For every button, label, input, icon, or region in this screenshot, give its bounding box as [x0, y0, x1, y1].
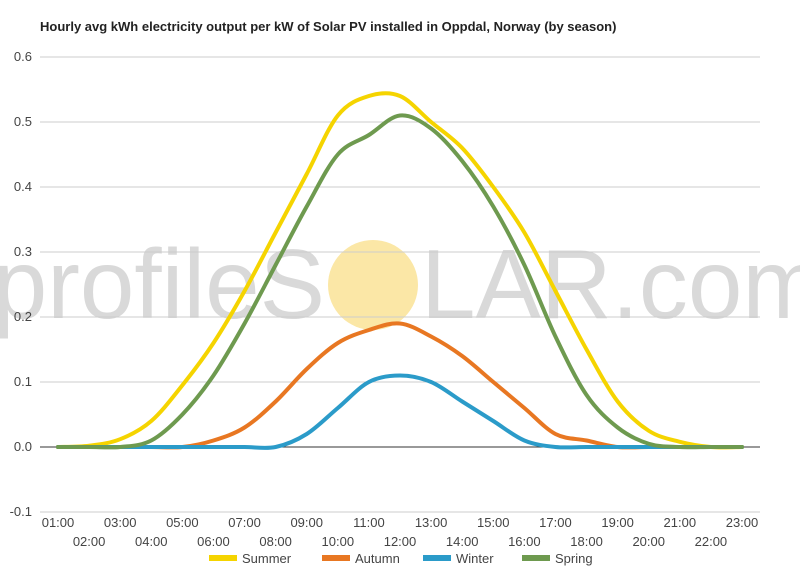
x-tick-label: 07:00	[228, 515, 261, 530]
legend-label: Autumn	[355, 551, 400, 566]
x-tick-label: 17:00	[539, 515, 572, 530]
legend-label: Winter	[456, 551, 494, 566]
watermark-text-right: LAR.com	[421, 229, 800, 339]
x-tick-label: 21:00	[664, 515, 697, 530]
x-tick-label: 06:00	[197, 534, 230, 549]
y-tick-label: 0.5	[14, 114, 32, 129]
series-lines	[56, 91, 744, 450]
legend-item-autumn[interactable]: Autumn	[322, 551, 400, 566]
y-tick-label: -0.1	[10, 504, 32, 519]
x-tick-label: 14:00	[446, 534, 479, 549]
series-line-winter	[56, 373, 744, 450]
watermark-text-left: profileS	[0, 229, 325, 339]
x-axis: 01:00 02:00 03:00 04:00 05:00 06:00 07:00 08:00…	[42, 515, 759, 549]
y-tick-label: 0.0	[14, 439, 32, 454]
y-tick-label: 0.6	[14, 49, 32, 64]
chart-title: Hourly avg kWh electricity output per kW…	[40, 19, 617, 34]
x-tick-label: 22:00	[695, 534, 728, 549]
legend-label: Spring	[555, 551, 593, 566]
series-line-autumn	[56, 321, 744, 450]
x-tick-label: 12:00	[384, 534, 417, 549]
y-tick-label: 0.3	[14, 244, 32, 259]
legend-item-spring[interactable]: Spring	[522, 551, 593, 566]
legend-swatch	[423, 555, 451, 561]
watermark-sun-icon	[328, 240, 418, 330]
x-tick-label: 03:00	[104, 515, 137, 530]
x-tick-label: 16:00	[508, 534, 541, 549]
watermark: profileS LAR.com	[0, 229, 800, 339]
x-tick-label: 19:00	[601, 515, 634, 530]
legend-swatch	[522, 555, 550, 561]
legend-item-winter[interactable]: Winter	[423, 551, 494, 566]
x-tick-label: 23:00	[726, 515, 759, 530]
y-axis: -0.1 0.0 0.1 0.2 0.3 0.4 0.5 0.6	[10, 49, 32, 519]
x-tick-label: 02:00	[73, 534, 106, 549]
legend-item-summer[interactable]: Summer	[209, 551, 292, 566]
x-tick-label: 04:00	[135, 534, 168, 549]
series-line-summer	[56, 91, 744, 450]
y-tick-label: 0.2	[14, 309, 32, 324]
legend[interactable]: Summer Autumn Winter Spring	[209, 551, 593, 566]
x-tick-label: 01:00	[42, 515, 75, 530]
x-tick-label: 11:00	[353, 515, 385, 530]
x-tick-label: 18:00	[570, 534, 603, 549]
x-tick-label: 20:00	[632, 534, 665, 549]
x-tick-label: 05:00	[166, 515, 199, 530]
x-tick-label: 08:00	[259, 534, 292, 549]
y-tick-label: 0.4	[14, 179, 32, 194]
legend-swatch	[209, 555, 237, 561]
series-line-spring	[56, 113, 744, 450]
x-tick-label: 10:00	[322, 534, 355, 549]
legend-swatch	[322, 555, 350, 561]
x-tick-label: 15:00	[477, 515, 510, 530]
y-tick-label: 0.1	[14, 374, 32, 389]
x-tick-label: 13:00	[415, 515, 448, 530]
x-tick-label: 09:00	[290, 515, 323, 530]
legend-label: Summer	[242, 551, 292, 566]
